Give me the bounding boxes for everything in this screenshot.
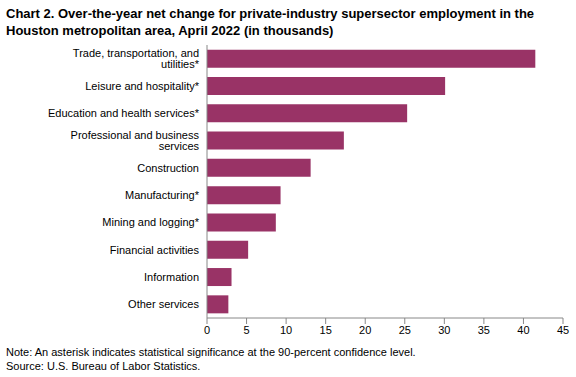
svg-text:45: 45 xyxy=(557,324,568,336)
svg-text:Trade, transportation, andutil: Trade, transportation, andutilities* xyxy=(73,47,200,70)
svg-text:0: 0 xyxy=(204,324,210,336)
svg-text:Manufacturing*: Manufacturing* xyxy=(125,189,200,201)
svg-text:Leisure and hospitality*: Leisure and hospitality* xyxy=(85,80,199,92)
svg-text:Information: Information xyxy=(144,271,199,283)
svg-text:5: 5 xyxy=(243,324,249,336)
svg-text:30: 30 xyxy=(438,324,450,336)
html-text:Note: An asterisk indicates st: Note: An asterisk indicates statistical … xyxy=(6,346,416,358)
svg-text:25: 25 xyxy=(399,324,411,336)
svg-text:Professional and businessservi: Professional and businessservices xyxy=(71,129,200,152)
html-text:Source: U.S. Bureau of Labor S: Source: U.S. Bureau of Labor Statistics. xyxy=(6,360,201,372)
svg-text:Construction: Construction xyxy=(137,162,199,174)
html-text:Chart 2. Over-the-year net cha: Chart 2. Over-the-year net change for pr… xyxy=(6,6,535,38)
svg-text:35: 35 xyxy=(478,324,490,336)
svg-text:Other services: Other services xyxy=(128,298,199,310)
svg-text:Mining and logging*: Mining and logging* xyxy=(102,216,199,228)
svg-text:10: 10 xyxy=(280,324,292,336)
svg-text:40: 40 xyxy=(517,324,529,336)
svg-text:Financial activities: Financial activities xyxy=(110,244,200,256)
svg-text:15: 15 xyxy=(320,324,332,336)
svg-text:20: 20 xyxy=(359,324,371,336)
svg-text:Education and health services*: Education and health services* xyxy=(48,107,200,119)
